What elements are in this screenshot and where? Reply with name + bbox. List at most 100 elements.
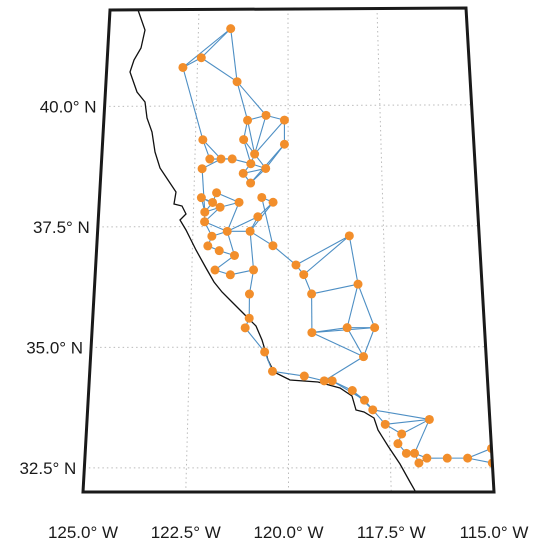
network-node: [268, 197, 278, 207]
network-edge: [311, 283, 359, 295]
network-node: [196, 193, 206, 203]
network-node: [279, 139, 289, 149]
network-edge: [346, 327, 365, 357]
network-nodes: [178, 24, 494, 468]
parallel-line: [104, 104, 472, 107]
network-node: [239, 135, 249, 145]
network-node: [267, 366, 277, 376]
network-node: [240, 323, 250, 333]
network-edge: [201, 168, 206, 213]
network-node: [327, 376, 337, 386]
network-node: [253, 212, 263, 222]
network-edge: [295, 235, 350, 266]
network-edge: [348, 235, 359, 285]
network-node: [344, 231, 354, 241]
network-node: [319, 376, 329, 386]
coastline-path: [129, 9, 419, 492]
network-node: [210, 265, 220, 275]
network-node: [257, 192, 267, 202]
network-edge: [372, 409, 430, 420]
network-node: [243, 115, 253, 125]
network-node: [208, 197, 218, 207]
network-edge: [226, 216, 259, 232]
network-node: [299, 371, 309, 381]
network-node: [225, 270, 235, 280]
network-node: [216, 154, 226, 164]
axis-labels: 40.0° N 37.5° N 35.0° N 32.5° N 125.0° W 122.…: [19, 97, 528, 542]
coastline: [129, 9, 419, 492]
network-node: [197, 164, 207, 174]
network-edge: [254, 115, 267, 155]
network-edge: [254, 119, 285, 155]
network-node: [246, 178, 256, 188]
network-edge: [401, 418, 430, 435]
network-node: [410, 448, 420, 458]
map-frame: [81, 6, 496, 494]
network-node: [215, 202, 225, 212]
network-node: [226, 24, 236, 34]
network-edge: [414, 419, 430, 454]
network-edges: [182, 28, 493, 464]
network-node: [203, 241, 213, 251]
network-node: [368, 405, 378, 415]
network-node: [238, 168, 248, 178]
network-node: [279, 115, 289, 125]
network-node: [370, 323, 380, 333]
network-node: [359, 352, 369, 362]
network-node: [268, 241, 278, 251]
network-edge: [303, 235, 350, 276]
network-node: [401, 448, 411, 458]
network-edge: [363, 327, 376, 357]
network-node: [234, 197, 244, 207]
network-node: [214, 246, 224, 256]
lat-label: 35.0° N: [26, 338, 83, 357]
network-edge: [261, 197, 274, 246]
network-node: [291, 260, 301, 270]
network-node: [307, 289, 317, 299]
network-edge: [200, 28, 232, 59]
network-node: [422, 453, 432, 463]
graticule: [83, 8, 494, 492]
meridian-line: [376, 8, 392, 492]
network-edge: [236, 81, 267, 116]
network-edge: [182, 67, 204, 140]
network-node: [397, 429, 407, 439]
network-edge: [182, 28, 232, 68]
network-edge: [311, 327, 375, 334]
network-node: [246, 159, 256, 169]
network-edge: [249, 231, 255, 270]
network-node: [299, 270, 309, 280]
network-node: [442, 453, 452, 463]
network-node: [244, 289, 254, 299]
lon-label: 115.0° W: [460, 523, 529, 542]
network-edge: [226, 202, 240, 232]
network-edge: [265, 143, 285, 169]
network-node: [307, 328, 317, 338]
lat-label: 32.5° N: [19, 459, 76, 478]
network-edge: [385, 418, 430, 425]
lon-label: 120.0° W: [253, 523, 323, 542]
network-node: [261, 163, 271, 173]
network-node: [250, 149, 260, 159]
network-node: [198, 135, 208, 145]
network-node: [261, 110, 271, 120]
network-node: [393, 439, 403, 449]
network-node: [380, 419, 390, 429]
network-node: [227, 154, 237, 164]
lon-label: 117.5° W: [357, 523, 426, 542]
network-edge: [249, 230, 274, 247]
network-edge: [346, 284, 359, 328]
network-node: [360, 395, 370, 405]
network-node: [414, 458, 424, 468]
network-edge: [230, 28, 238, 82]
network-node: [212, 188, 222, 198]
meridian-line: [287, 8, 289, 492]
network-node: [200, 217, 210, 227]
network-node: [244, 313, 254, 323]
parallel-line: [91, 346, 486, 348]
network-node: [463, 453, 473, 463]
network-node: [229, 250, 239, 260]
network-node: [178, 62, 188, 72]
network-edge: [272, 245, 297, 266]
